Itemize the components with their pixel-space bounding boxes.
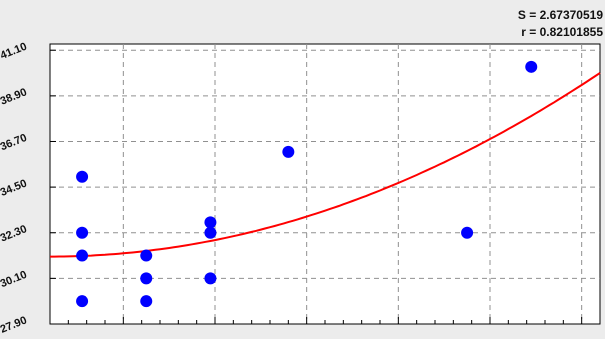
- data-point: [140, 295, 153, 308]
- axes: [49, 44, 601, 325]
- data-point: [140, 272, 153, 285]
- data-point: [76, 226, 89, 239]
- data-point: [204, 216, 217, 229]
- plot-area: [49, 43, 601, 325]
- y-tick-label: 34.50: [0, 177, 29, 198]
- data-point: [525, 60, 538, 73]
- s-statistic: S = 2.67370519: [518, 8, 603, 22]
- data-point: [204, 226, 217, 239]
- data-point: [282, 145, 295, 158]
- data-point: [76, 170, 89, 183]
- y-tick-label: 36.70: [0, 132, 29, 153]
- data-points: [76, 60, 538, 308]
- y-tick-label: 38.90: [0, 86, 29, 107]
- y-tick-label: 27.90: [0, 314, 29, 335]
- data-point: [461, 226, 474, 239]
- y-tick-label: 32.30: [0, 223, 29, 244]
- r-statistic: r = 0.82101855: [521, 25, 603, 39]
- data-point: [76, 249, 89, 262]
- fit-curve-layer: [50, 72, 601, 258]
- fit-curve: [50, 72, 601, 258]
- data-point: [76, 295, 89, 308]
- data-point: [140, 249, 153, 262]
- y-tick-label: 41.10: [0, 41, 29, 62]
- y-tick-label: 30.10: [0, 269, 29, 290]
- grid: [50, 44, 600, 324]
- data-point: [204, 272, 217, 285]
- tick-labels: 27.90 30.10 32.30 34.50 36.70 38.90 41.10: [0, 41, 29, 336]
